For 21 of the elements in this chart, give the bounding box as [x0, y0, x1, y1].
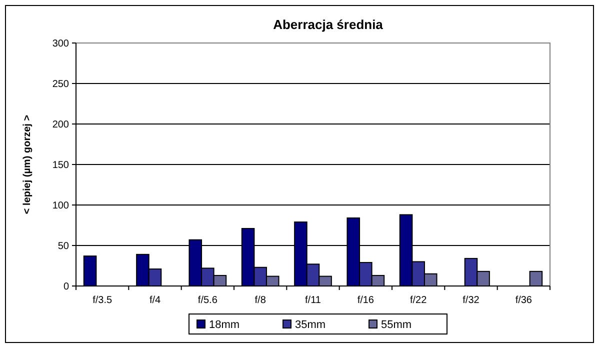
x-tick-label: f/32	[462, 295, 480, 306]
y-tick-label: 200	[52, 120, 70, 130]
y-axis-title: < lepiej (µm) gorzej >	[22, 114, 33, 214]
x-tick-label: f/11	[305, 295, 322, 306]
legend-label: 18mm	[209, 319, 240, 331]
y-tick-label: 150	[52, 160, 70, 171]
y-tick-label: 250	[52, 79, 70, 90]
y-tick-label: 0	[63, 282, 70, 292]
x-tick-label: f/8	[254, 295, 266, 306]
legend-label: 35mm	[295, 319, 326, 331]
x-tick-label: f/22	[410, 295, 428, 306]
x-tick-label: f/36	[515, 295, 532, 306]
x-tick-label: f/3.5	[92, 295, 112, 306]
x-tick-label: f/4	[149, 295, 161, 306]
x-tick-label: f/5.6	[198, 295, 218, 306]
chart-title: Aberracja średnia	[273, 17, 384, 32]
y-tick-label: 100	[52, 200, 70, 212]
x-tick-label: f/16	[357, 295, 374, 306]
y-tick-label: 50	[58, 241, 70, 252]
y-tick-label: 300	[52, 38, 70, 50]
legend-label: 55mm	[381, 319, 412, 331]
